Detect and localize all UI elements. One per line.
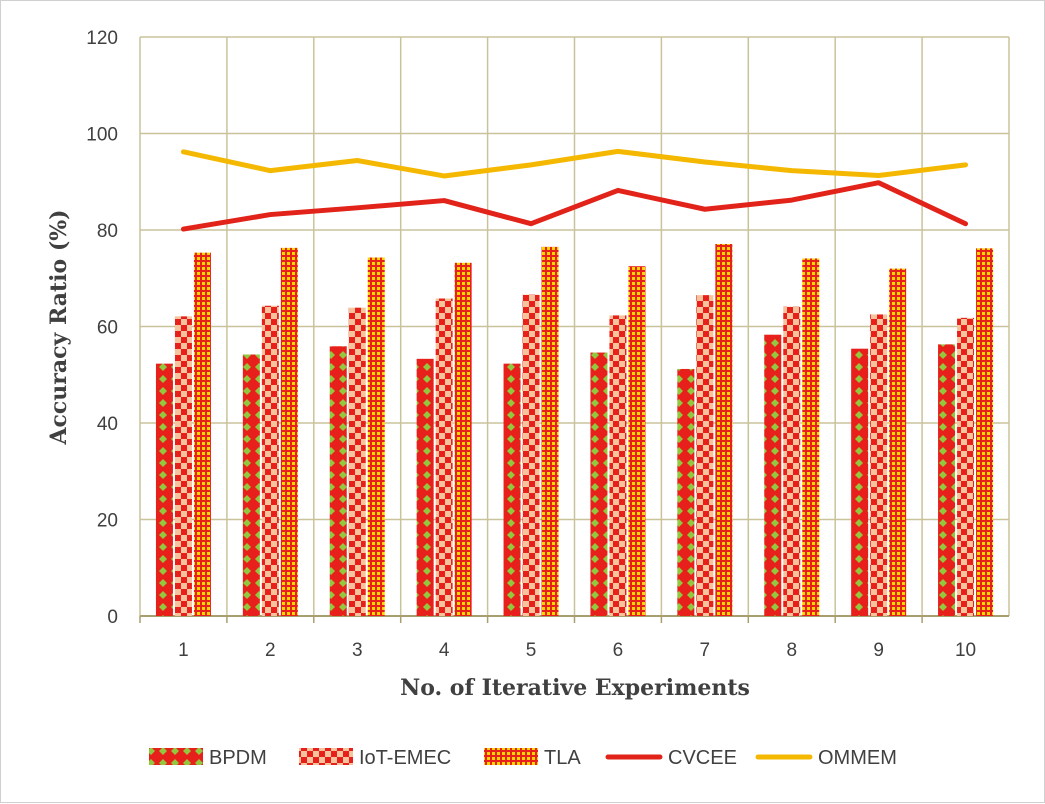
legend-swatch-bpdm (149, 748, 203, 765)
bar-iot-emec-3 (348, 307, 366, 616)
series-line-cvcee (180, 180, 969, 232)
bar-iot-emec-10 (957, 317, 975, 616)
bar-bpdm-9 (851, 348, 869, 616)
bar-bpdm-8 (764, 334, 782, 616)
bar-bpdm-1 (155, 363, 173, 616)
legend-label-tla: TLA (544, 747, 581, 769)
bar-iot-emec-1 (174, 316, 192, 616)
bar-tla-6 (628, 266, 646, 616)
legend-label-iot-emec: IoT-EMEC (359, 747, 451, 769)
bar-tla-5 (541, 246, 559, 616)
y-tick-label: 120 (86, 28, 118, 49)
legend-label-cvcee: CVCEE (668, 747, 737, 769)
y-tick-label: 60 (97, 318, 118, 339)
y-tick-label: 80 (97, 221, 118, 242)
bar-iot-emec-6 (609, 315, 627, 616)
legend-swatch-iot-emec (299, 748, 353, 765)
x-tick-label: 10 (955, 640, 976, 661)
legend-label-bpdm: BPDM (209, 747, 267, 769)
ticks-layer: 0 20 40 60 80 100 120 1 2 3 4 5 6 7 8 9 10 (86, 28, 976, 661)
bar-tla-9 (889, 268, 907, 616)
y-tick-label: 0 (107, 607, 118, 628)
x-tick-label: 2 (265, 640, 276, 661)
bar-bpdm-10 (938, 344, 956, 616)
x-tick-label: 4 (439, 640, 450, 661)
bar-tla-3 (367, 257, 385, 616)
x-tick-label: 3 (352, 640, 363, 661)
legend: BPDM IoT-EMEC TLA CVCEE OMMEM (149, 747, 897, 769)
x-tick-label: 7 (700, 640, 711, 661)
grid-layer (139, 36, 1010, 623)
y-tick-label: 40 (97, 414, 118, 435)
bar-bpdm-2 (242, 354, 260, 616)
x-axis-title: No. of Iterative Experiments (400, 675, 750, 701)
bar-tla-1 (193, 252, 211, 617)
lines-layer (180, 148, 969, 232)
bar-bpdm-6 (590, 352, 608, 616)
bar-bpdm-4 (416, 358, 434, 616)
legend-label-ommem: OMMEM (818, 747, 897, 769)
bar-tla-10 (976, 248, 994, 616)
bar-tla-7 (715, 243, 733, 616)
bar-tla-4 (454, 262, 472, 616)
x-tick-label: 1 (178, 640, 189, 661)
bar-bpdm-3 (329, 346, 347, 616)
bars-layer (155, 243, 994, 617)
bar-iot-emec-9 (870, 314, 888, 616)
x-tick-label: 5 (526, 640, 537, 661)
bar-iot-emec-4 (435, 298, 453, 616)
bar-iot-emec-5 (522, 294, 540, 616)
y-tick-label: 20 (97, 511, 118, 532)
bar-bpdm-5 (503, 363, 521, 616)
y-tick-label: 100 (86, 125, 118, 146)
bar-iot-emec-7 (696, 295, 714, 616)
x-tick-label: 6 (613, 640, 624, 661)
y-axis-title: Accuracy Ratio (%) (46, 209, 72, 445)
legend-swatch-tla (484, 748, 538, 765)
bar-tla-2 (280, 247, 298, 617)
x-tick-label: 9 (873, 640, 884, 661)
bar-tla-8 (802, 258, 820, 616)
bar-bpdm-7 (677, 368, 695, 616)
series-line-ommem (180, 148, 969, 179)
x-tick-label: 8 (786, 640, 797, 661)
bar-iot-emec-8 (783, 306, 801, 616)
bar-iot-emec-2 (261, 305, 279, 616)
